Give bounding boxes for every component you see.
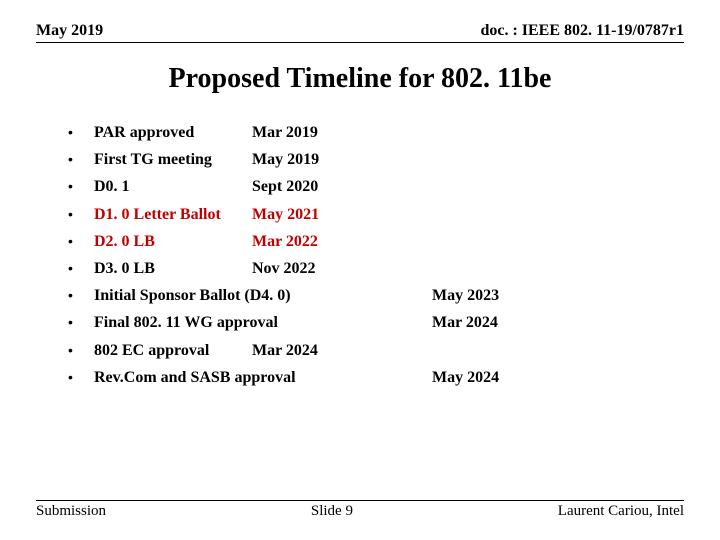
page-title: Proposed Timeline for 802. 11be <box>36 63 684 95</box>
bullet-icon: • <box>68 230 94 254</box>
list-item: •First TG meetingMay 2019 <box>68 146 684 173</box>
bullet-icon: • <box>68 175 94 199</box>
list-item-text: D3. 0 LBNov 2022 <box>94 255 316 282</box>
footer-right: Laurent Cariou, Intel <box>558 503 684 520</box>
list-item: •D1. 0 Letter BallotMay 2021 <box>68 201 684 228</box>
bullet-icon: • <box>68 311 94 335</box>
list-item: •Rev.Com and SASB approvalMay 2024 <box>68 364 684 391</box>
list-item-text: Initial Sponsor Ballot (D4. 0)May 2023 <box>94 282 499 309</box>
list-item-text: Final 802. 11 WG approvalMar 2024 <box>94 309 498 336</box>
footer-left: Submission <box>36 503 106 520</box>
list-item-text: D2. 0 LBMar 2022 <box>94 228 318 255</box>
list-item-text: First TG meetingMay 2019 <box>94 146 319 173</box>
bullet-icon: • <box>68 366 94 390</box>
header: May 2019 doc. : IEEE 802. 11-19/0787r1 <box>36 22 684 43</box>
list-item-text: Rev.Com and SASB approvalMay 2024 <box>94 364 499 391</box>
list-item-text: D0. 1Sept 2020 <box>94 173 318 200</box>
timeline-list: •PAR approvedMar 2019•First TG meetingMa… <box>36 119 684 391</box>
list-item: •802 EC approvalMar 2024 <box>68 337 684 364</box>
bullet-icon: • <box>68 257 94 281</box>
list-item: •D0. 1Sept 2020 <box>68 173 684 200</box>
list-item-text: 802 EC approvalMar 2024 <box>94 337 318 364</box>
list-item: •D2. 0 LBMar 2022 <box>68 228 684 255</box>
header-docid: doc. : IEEE 802. 11-19/0787r1 <box>480 22 684 40</box>
bullet-icon: • <box>68 121 94 145</box>
footer-center: Slide 9 <box>311 503 353 520</box>
bullet-icon: • <box>68 339 94 363</box>
bullet-icon: • <box>68 284 94 308</box>
header-date: May 2019 <box>36 22 103 40</box>
bullet-icon: • <box>68 203 94 227</box>
list-item: •Final 802. 11 WG approvalMar 2024 <box>68 309 684 336</box>
list-item: •D3. 0 LBNov 2022 <box>68 255 684 282</box>
footer: Submission Slide 9 Laurent Cariou, Intel <box>36 500 684 520</box>
list-item-text: D1. 0 Letter BallotMay 2021 <box>94 201 319 228</box>
list-item: •Initial Sponsor Ballot (D4. 0)May 2023 <box>68 282 684 309</box>
list-item: •PAR approvedMar 2019 <box>68 119 684 146</box>
list-item-text: PAR approvedMar 2019 <box>94 119 318 146</box>
bullet-icon: • <box>68 148 94 172</box>
